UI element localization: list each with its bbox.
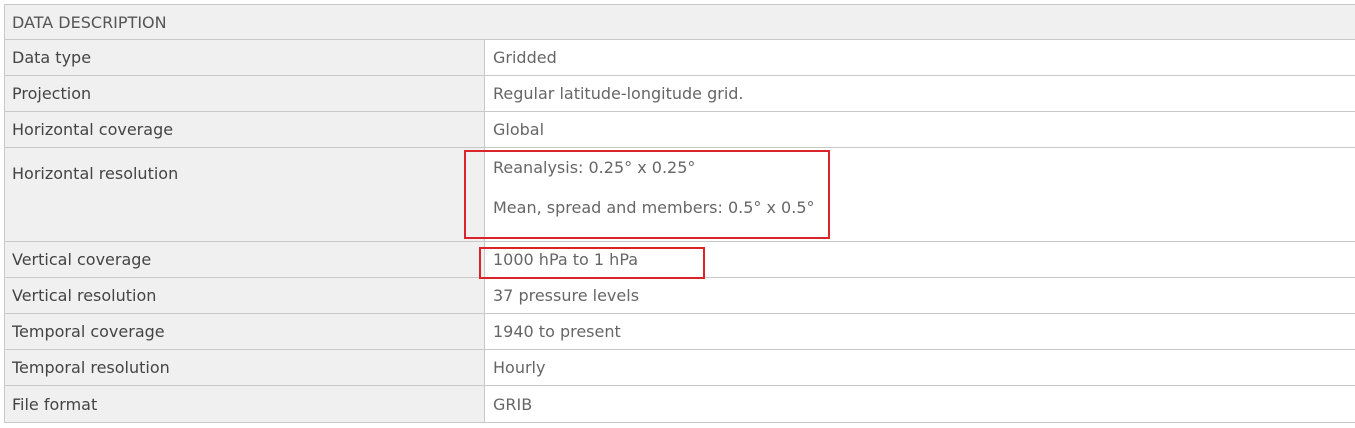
table-row: Temporal resolution Hourly [5,350,1355,386]
row-value: Gridded [493,48,557,67]
row-label: Temporal coverage [5,314,485,349]
table-row: Vertical coverage 1000 hPa to 1 hPa [5,242,1355,278]
table-row: File format GRIB [5,386,1355,422]
row-value: Regular latitude-longitude grid. [493,84,744,103]
row-value: Reanalysis: 0.25° x 0.25° Mean, spread a… [485,148,1355,241]
row-value: 1940 to present [493,322,621,341]
row-label: Vertical resolution [5,278,485,313]
table-row: Horizontal coverage Global [5,112,1355,148]
table-row: Data type Gridded [5,40,1355,76]
row-value-line: Mean, spread and members: 0.5° x 0.5° [493,198,815,217]
row-value: GRIB [493,394,533,414]
row-label: Projection [5,76,485,111]
row-label: File format [5,386,485,422]
row-value: 37 pressure levels [493,286,640,305]
table-row: Horizontal resolution Reanalysis: 0.25° … [5,148,1355,242]
table-header: DATA DESCRIPTION [5,5,1355,40]
table-row: Temporal coverage 1940 to present [5,314,1355,350]
row-label: Temporal resolution [5,350,485,385]
row-value: Hourly [493,358,546,377]
data-description-table: DATA DESCRIPTION Data type Gridded Proje… [4,4,1355,423]
table-row: Vertical resolution 37 pressure levels [5,278,1355,314]
row-label: Vertical coverage [5,242,485,277]
row-label: Data type [5,40,485,75]
table-row: Projection Regular latitude-longitude gr… [5,76,1355,112]
row-label: Horizontal coverage [5,112,485,147]
row-label: Horizontal resolution [5,148,485,241]
row-value-line: Reanalysis: 0.25° x 0.25° [493,158,696,177]
row-value: 1000 hPa to 1 hPa [493,250,639,269]
row-value: Global [493,120,545,139]
